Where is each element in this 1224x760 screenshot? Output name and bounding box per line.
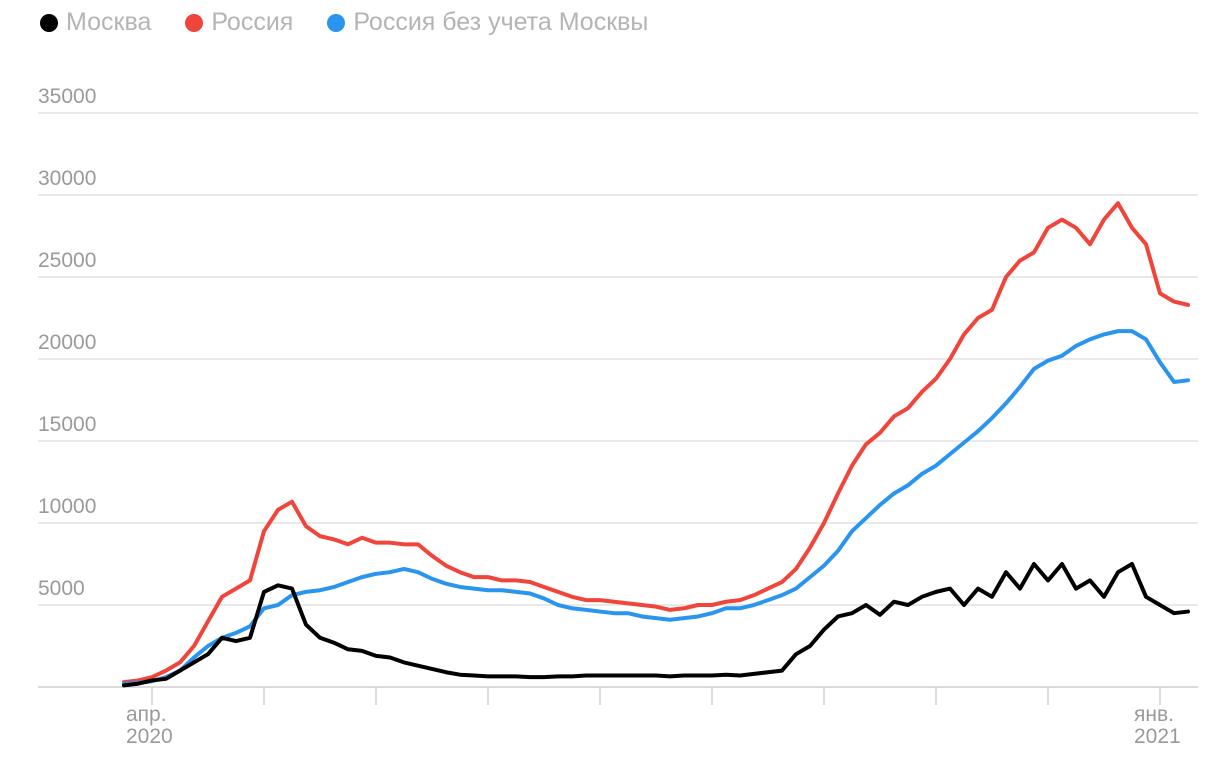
legend-label: Россия без учета Москвы (353, 8, 649, 36)
y-tick-label: 5000 (38, 577, 85, 600)
y-tick-label: 10000 (38, 495, 96, 518)
y-tick-label: 35000 (38, 85, 96, 108)
x-tick-label: апр. 2020 (126, 703, 173, 748)
y-tick-label: 25000 (38, 249, 96, 272)
legend-item: Россия без учета Москвы (327, 8, 648, 37)
legend: Москва Россия Россия без учета Москвы (40, 8, 648, 37)
legend-label: Москва (66, 8, 152, 36)
legend-label: Россия (211, 8, 294, 36)
y-tick-label: 30000 (38, 167, 96, 190)
y-tick-label: 20000 (38, 331, 96, 354)
y-tick-label: 15000 (38, 413, 96, 436)
legend-marker (327, 13, 346, 32)
line (122, 329, 1190, 686)
line (122, 562, 1190, 688)
line (122, 201, 1190, 685)
legend-marker (40, 13, 58, 32)
x-tick-label: янв. 2021 (1134, 703, 1181, 748)
legend-item: Москва (40, 8, 151, 37)
legend-marker (185, 13, 204, 32)
legend-item: Россия (185, 8, 293, 37)
